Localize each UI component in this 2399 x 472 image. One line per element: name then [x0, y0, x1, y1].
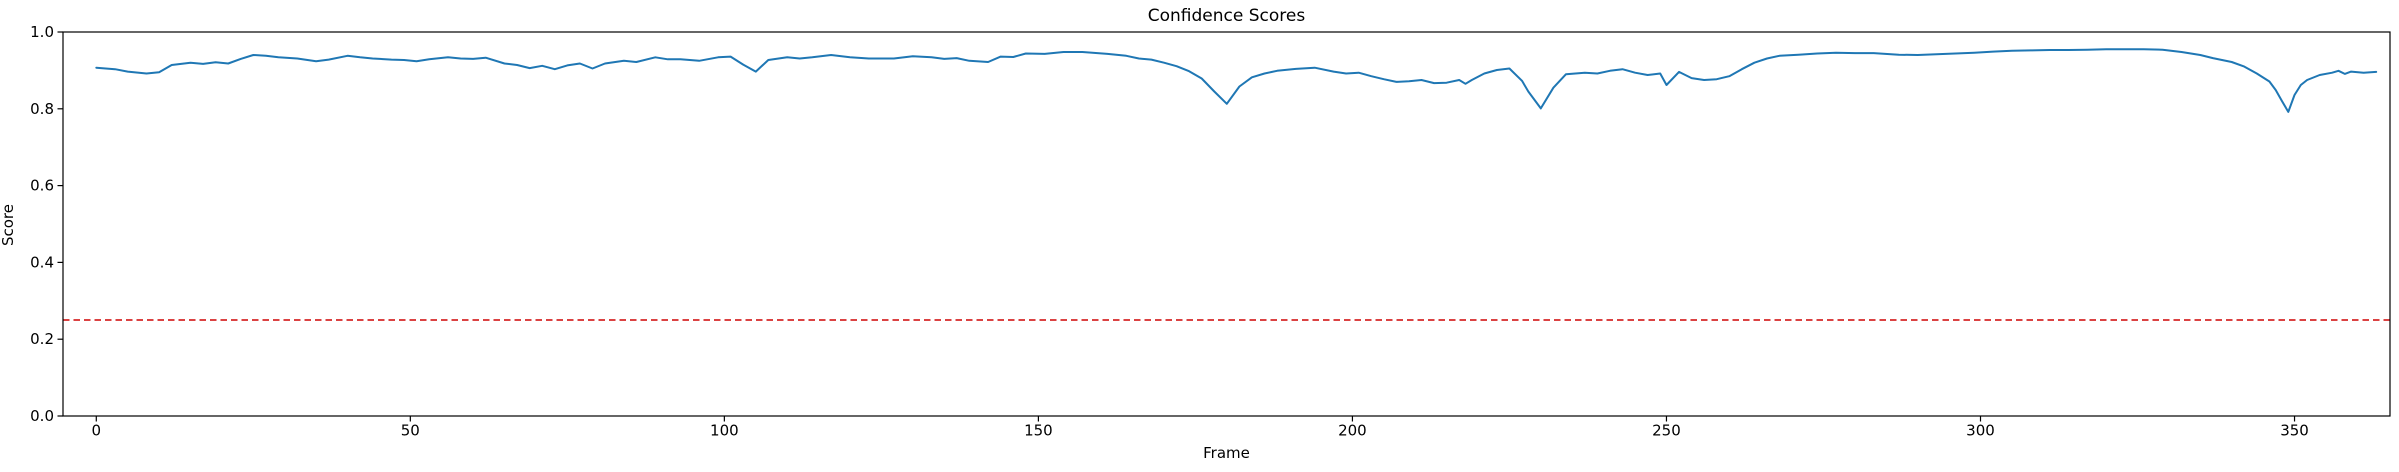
y-tick-label: 0.2: [30, 330, 54, 348]
y-axis-label: Score: [0, 204, 17, 247]
x-tick-label: 200: [1338, 422, 1367, 440]
x-tick-label: 100: [710, 422, 739, 440]
chart-title: Confidence Scores: [1147, 6, 1306, 26]
y-tick-label: 0.8: [30, 100, 54, 118]
y-tick-label: 0.0: [30, 407, 54, 425]
y-tick-label: 1.0: [30, 23, 54, 41]
plot-spines: [62, 31, 2391, 417]
x-tick-label: 350: [2280, 422, 2309, 440]
x-tick-label: 250: [1652, 422, 1681, 440]
x-axis-label: Frame: [1203, 444, 1250, 462]
x-tick-label: 300: [1966, 422, 1995, 440]
x-tick-label: 150: [1024, 422, 1053, 440]
y-tick-label: 0.6: [30, 177, 54, 195]
confidence-score-line: [95, 48, 2378, 113]
y-tick-label: 0.4: [30, 253, 54, 271]
x-tick-label: 0: [92, 422, 102, 440]
x-tick-label: 50: [401, 422, 420, 440]
